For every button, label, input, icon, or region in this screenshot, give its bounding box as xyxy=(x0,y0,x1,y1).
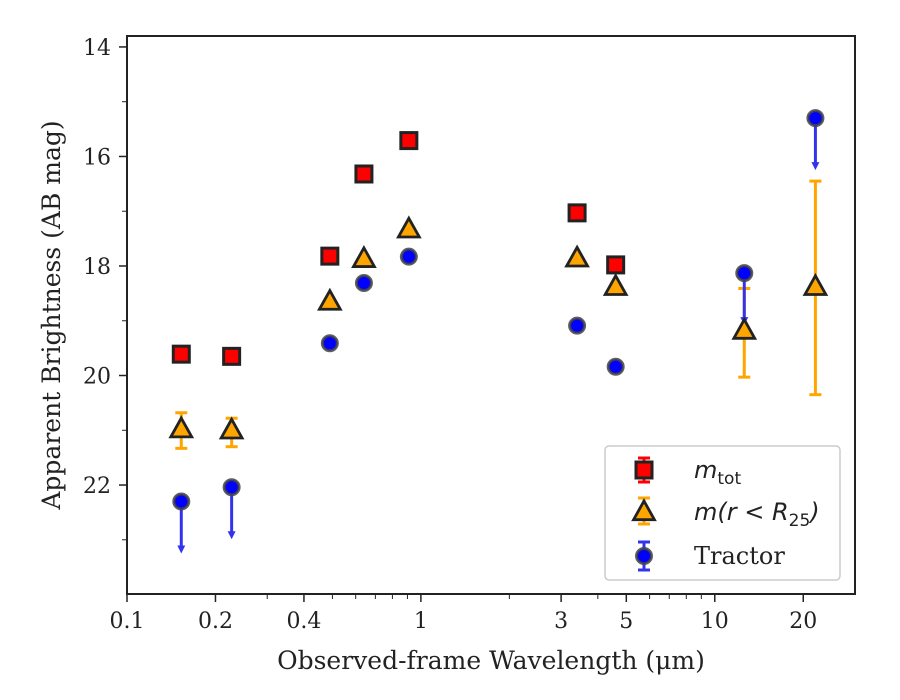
y-tick-label: 16 xyxy=(83,145,111,170)
legend: mtot m(r < R25) Tractor xyxy=(604,445,841,581)
mtot-point xyxy=(354,164,374,184)
mr-point xyxy=(802,272,829,296)
legend-mtot-marker xyxy=(634,460,654,480)
tractor-point xyxy=(399,247,418,266)
mtot-point xyxy=(399,131,419,151)
legend-mr-end: ) xyxy=(808,498,819,526)
legend-mtot-sub: tot xyxy=(717,469,741,489)
y-tick-label: 14 xyxy=(83,36,111,61)
mtot-point xyxy=(567,203,587,223)
mtot-point xyxy=(222,346,242,366)
legend-tractor-label: Tractor xyxy=(694,542,785,570)
y-tick-label: 20 xyxy=(83,365,111,390)
x-tick-label: 20 xyxy=(789,609,817,634)
y-tick-label: 22 xyxy=(83,474,111,499)
mr-point xyxy=(731,316,758,340)
tractor-point xyxy=(354,273,373,292)
x-tick-label: 5 xyxy=(619,609,633,634)
mtot-point xyxy=(320,246,340,266)
mr-point xyxy=(396,215,422,239)
legend-mr-text: m(r < R xyxy=(694,498,789,526)
mtot-point xyxy=(606,255,626,275)
mr-point xyxy=(218,416,245,440)
legend-mtot-label: mtot xyxy=(694,456,741,489)
y-axis-label: Apparent Brightness (AB mag) xyxy=(37,120,66,510)
tractor-point xyxy=(568,316,587,335)
legend-tractor-marker xyxy=(635,547,653,565)
plot-frame xyxy=(126,35,856,595)
mr-point xyxy=(351,245,377,268)
tractor-point xyxy=(222,478,241,497)
tractor-point xyxy=(320,334,339,353)
legend-mr-marker xyxy=(631,498,657,522)
x-tick-label: 0.1 xyxy=(110,609,145,634)
x-tick-label: 3 xyxy=(554,609,568,634)
mr-point xyxy=(317,287,343,311)
y-tick-label: 18 xyxy=(83,255,111,280)
x-axis-label: Observed-frame Wavelength (μm) xyxy=(277,646,705,675)
data-points xyxy=(168,109,829,554)
legend-mtot-base: m xyxy=(694,456,717,484)
axes: 0.1 0.2 0.4 1 3 5 10 20 14 16 18 20 22 xyxy=(83,35,856,634)
mtot-point xyxy=(171,344,191,364)
mr-point xyxy=(564,244,590,268)
tractor-point xyxy=(806,109,825,128)
tractor-point xyxy=(735,264,754,283)
x-tick-label: 10 xyxy=(701,609,729,634)
tractor-point xyxy=(172,492,191,511)
x-tick-label: 1 xyxy=(414,609,428,634)
tractor-point xyxy=(606,357,625,376)
x-tick-label: 0.4 xyxy=(286,609,321,634)
mr-point xyxy=(168,415,195,439)
legend-box xyxy=(604,445,841,581)
mr-point xyxy=(602,272,629,296)
legend-mr-sub: 25 xyxy=(789,511,811,531)
x-tick-label: 0.2 xyxy=(198,609,233,634)
legend-mr-label: m(r < R25) xyxy=(694,498,820,531)
